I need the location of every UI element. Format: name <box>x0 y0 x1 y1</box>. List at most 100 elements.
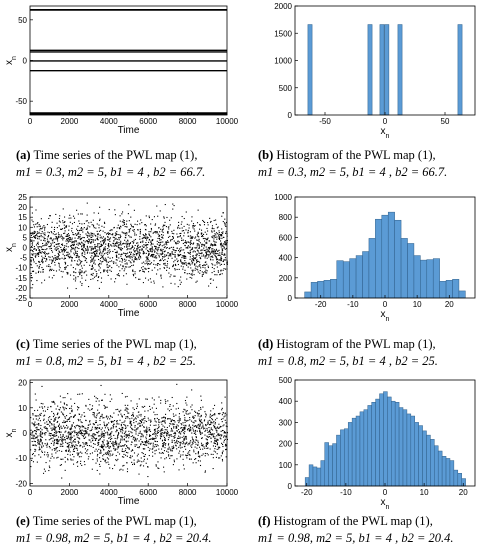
data-point-c-489 <box>167 231 169 233</box>
data-point-e-1022 <box>64 439 66 441</box>
data-point-c-319 <box>86 234 88 236</box>
data-point-c-337 <box>139 228 141 231</box>
xtick-label-d-2: 0 <box>383 300 388 309</box>
data-point-e-1876 <box>195 437 197 439</box>
data-point-c-1848 <box>186 247 188 249</box>
data-point-e-1789 <box>85 428 87 430</box>
data-point-e-1091 <box>128 448 130 450</box>
data-point-c-1178 <box>37 222 39 224</box>
data-point-c-268 <box>162 248 164 251</box>
data-point-c-1632 <box>41 230 43 233</box>
data-point-e-669 <box>61 443 63 445</box>
data-point-e-869 <box>109 440 111 443</box>
data-point-c-1047 <box>37 241 39 243</box>
data-point-c-1314 <box>126 243 128 245</box>
data-point-e-581 <box>221 414 223 416</box>
data-point-c-1142 <box>97 233 99 235</box>
data-point-c-1661 <box>219 274 221 276</box>
data-point-e-9 <box>66 442 68 444</box>
data-point-c-1288 <box>61 243 63 245</box>
data-point-c-581 <box>198 246 200 248</box>
data-point-e-945 <box>189 417 191 419</box>
data-point-e-1924 <box>162 425 164 427</box>
data-point-e-1273 <box>154 453 156 455</box>
data-point-e-135 <box>174 436 176 439</box>
data-point-e-1156 <box>68 434 70 436</box>
data-point-e-301 <box>218 433 220 435</box>
data-point-e-655 <box>163 416 165 418</box>
data-point-e-911 <box>57 405 59 407</box>
data-point-c-971 <box>219 234 221 236</box>
data-point-e-1864 <box>128 412 130 414</box>
data-point-e-1440 <box>40 402 42 405</box>
data-point-c-868 <box>173 249 175 251</box>
data-point-e-1147 <box>195 425 197 427</box>
data-point-c-1812 <box>57 248 59 250</box>
data-point-e-1786 <box>120 468 122 470</box>
data-point-c-431 <box>223 259 225 261</box>
data-point-c-1878 <box>32 259 35 261</box>
data-point-c-1717 <box>35 256 37 258</box>
data-point-e-653 <box>112 468 114 470</box>
bar-d-1 <box>310 282 318 299</box>
data-point-c-258 <box>57 240 59 242</box>
data-point-c-1360 <box>64 268 66 270</box>
data-point-e-963 <box>137 416 139 418</box>
data-point-e-989 <box>125 451 128 453</box>
caption-line1-e: Time series of the PWL map (1), <box>32 514 197 528</box>
data-point-c-2092 <box>132 226 134 228</box>
data-point-e-841 <box>188 424 190 426</box>
data-point-e-1798 <box>181 429 183 431</box>
data-point-c-745 <box>116 227 118 229</box>
data-point-c-1815 <box>65 235 67 237</box>
data-point-c-292 <box>141 249 144 251</box>
data-point-c-1950 <box>128 220 130 222</box>
data-point-e-727 <box>87 428 89 430</box>
data-point-c-265 <box>94 254 96 256</box>
data-point-c-504 <box>212 248 214 250</box>
data-point-c-1385 <box>150 236 152 238</box>
data-point-e-1894 <box>189 450 191 452</box>
data-point-c-1899 <box>181 227 183 229</box>
data-point-c-51 <box>167 232 169 234</box>
data-point-e-824 <box>38 417 40 419</box>
data-point-e-726 <box>224 413 226 415</box>
data-point-e-251 <box>42 410 44 412</box>
data-point-c-1851 <box>183 255 185 257</box>
data-point-c-1188 <box>125 234 127 237</box>
data-point-c-1647 <box>164 203 166 206</box>
data-point-c-381 <box>190 235 192 237</box>
data-point-e-231 <box>121 392 123 395</box>
data-point-c-653 <box>46 248 48 250</box>
data-point-c-1476 <box>133 261 135 263</box>
data-point-e-1814 <box>34 430 36 432</box>
data-point-c-2034 <box>98 287 100 289</box>
data-point-c-1457 <box>143 237 146 239</box>
data-point-e-1483 <box>206 427 208 429</box>
data-point-e-1452 <box>191 432 193 434</box>
data-point-c-1224 <box>97 246 99 248</box>
data-point-c-890 <box>65 262 67 264</box>
data-point-e-205 <box>125 437 127 439</box>
data-point-c-376 <box>171 253 173 255</box>
data-point-e-995 <box>164 421 166 423</box>
data-point-e-1840 <box>78 431 80 433</box>
data-point-c-1514 <box>157 250 159 252</box>
data-point-c-2173 <box>142 251 144 253</box>
data-point-c-1396 <box>119 260 121 262</box>
data-point-c-701 <box>78 258 80 260</box>
data-point-e-154 <box>127 404 129 406</box>
data-point-c-825 <box>126 283 128 285</box>
data-point-e-1142 <box>125 416 127 418</box>
data-point-c-1151 <box>75 287 77 290</box>
bar-b-1 <box>367 24 373 116</box>
data-point-e-541 <box>39 439 41 441</box>
data-point-e-1010 <box>71 442 73 444</box>
data-point-c-1859 <box>99 252 101 254</box>
caption-label-f: (f) <box>258 514 271 528</box>
data-point-c-1536 <box>73 248 75 250</box>
data-point-c-1532 <box>127 248 129 250</box>
data-point-c-1845 <box>128 231 130 233</box>
data-point-c-717 <box>91 252 93 254</box>
data-point-c-1253 <box>92 235 94 237</box>
